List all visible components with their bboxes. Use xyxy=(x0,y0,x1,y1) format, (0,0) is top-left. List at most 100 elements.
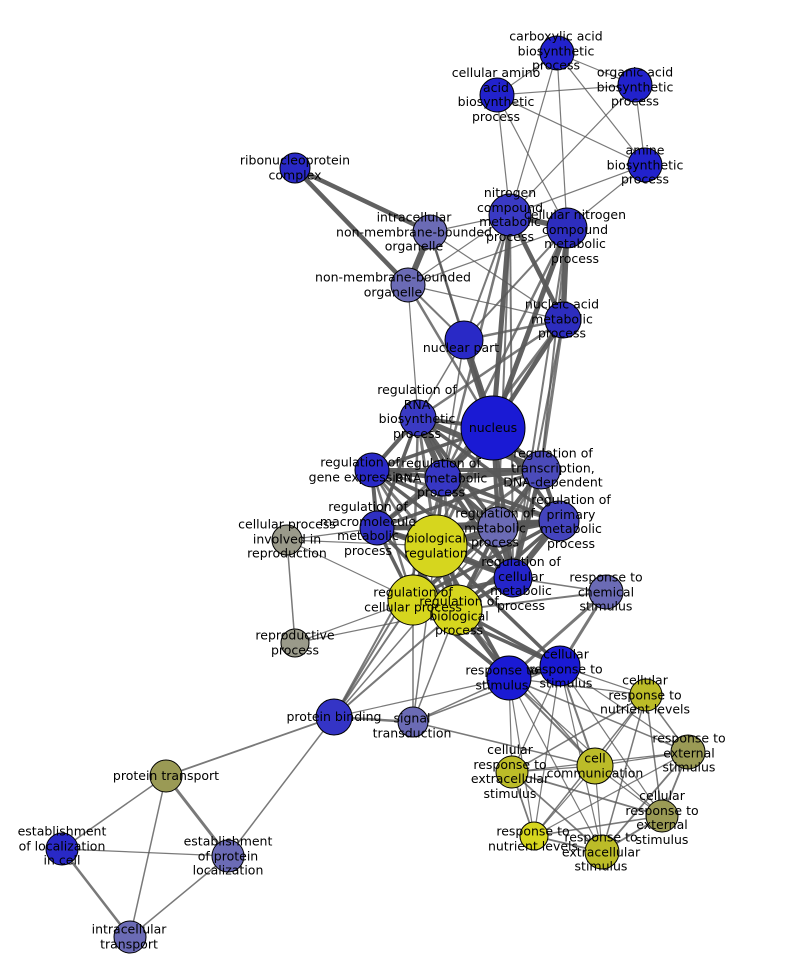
graph-edge xyxy=(533,815,663,837)
graph-node[interactable] xyxy=(493,558,533,598)
graph-node[interactable] xyxy=(645,799,679,833)
graph-node[interactable] xyxy=(424,459,462,497)
graph-edge xyxy=(411,417,420,601)
graph-node[interactable] xyxy=(387,574,439,626)
graph-edge xyxy=(512,319,564,579)
graph-edge xyxy=(508,677,663,817)
graph-node[interactable] xyxy=(271,524,303,556)
graph-edge xyxy=(508,677,689,753)
graph-node[interactable] xyxy=(627,147,663,183)
graph-node[interactable] xyxy=(149,759,183,793)
graph-node[interactable] xyxy=(584,834,620,870)
graph-edge xyxy=(508,677,535,837)
graph-edge xyxy=(559,665,689,753)
graph-node[interactable] xyxy=(315,698,353,736)
graph-edge xyxy=(533,751,689,837)
graph-edge xyxy=(412,519,560,602)
graph-node[interactable] xyxy=(211,839,245,873)
graph-edge xyxy=(509,164,646,216)
graph-edge xyxy=(556,52,568,229)
graph-node[interactable] xyxy=(539,645,581,687)
graph-edge xyxy=(490,214,513,429)
graph-edge xyxy=(129,775,167,938)
graph-node[interactable] xyxy=(390,267,426,303)
graph-edge xyxy=(412,721,596,767)
graph-node[interactable] xyxy=(460,395,526,461)
graph-edge xyxy=(294,165,431,235)
graph-edge xyxy=(61,848,229,857)
graph-edge xyxy=(539,319,565,471)
graph-node[interactable] xyxy=(488,193,532,237)
graph-edge xyxy=(601,751,689,853)
graph-node[interactable] xyxy=(280,628,310,658)
graph-node[interactable] xyxy=(279,152,311,184)
edges-layer xyxy=(61,52,689,938)
graph-node[interactable] xyxy=(479,77,515,113)
graph-edge xyxy=(61,848,131,938)
graph-edge xyxy=(376,468,542,530)
graph-edge xyxy=(556,52,646,166)
graph-edge xyxy=(407,227,568,286)
graph-node[interactable] xyxy=(397,706,429,738)
graph-node[interactable] xyxy=(538,500,580,542)
graph-edge xyxy=(512,227,568,579)
graph-edge xyxy=(509,52,558,216)
graph-edge xyxy=(511,771,663,817)
graph-edge xyxy=(129,855,229,938)
graph-node[interactable] xyxy=(113,920,147,954)
graph-edge xyxy=(511,694,647,773)
graph-node[interactable] xyxy=(544,301,582,339)
graph-edge xyxy=(333,677,510,718)
graph-edge xyxy=(333,545,437,718)
graph-node[interactable] xyxy=(539,35,575,71)
graph-node[interactable] xyxy=(521,450,561,490)
graph-edge xyxy=(165,716,335,777)
graph-node[interactable] xyxy=(45,832,79,866)
graph-node[interactable] xyxy=(617,67,653,103)
graph-edge xyxy=(533,665,561,837)
graph-edge xyxy=(333,609,458,718)
graph-node[interactable] xyxy=(444,320,484,360)
graph-edge xyxy=(227,716,335,857)
graph-node[interactable] xyxy=(404,514,468,578)
graph-edge xyxy=(559,665,663,817)
graph-edge xyxy=(293,166,410,287)
graph-edge xyxy=(429,231,564,321)
graph-edge xyxy=(164,775,230,857)
graph-edge xyxy=(496,94,568,229)
graph-edge xyxy=(511,771,603,853)
graph-edge xyxy=(407,284,564,321)
graph-node[interactable] xyxy=(477,506,519,548)
graph-node[interactable] xyxy=(354,452,390,488)
graph-node[interactable] xyxy=(359,510,395,546)
graph-edge xyxy=(371,468,560,523)
graph-edge xyxy=(601,694,647,853)
graph-node[interactable] xyxy=(412,214,448,250)
graph-edge xyxy=(509,84,636,216)
graph-node[interactable] xyxy=(576,747,614,785)
graph-edge xyxy=(463,227,568,341)
graph-edge xyxy=(508,677,603,853)
graph-edge xyxy=(286,539,296,644)
graph-node[interactable] xyxy=(519,821,549,851)
graph-edge xyxy=(496,94,646,166)
graph-edge xyxy=(540,227,568,471)
graph-edge xyxy=(333,427,494,718)
graph-node[interactable] xyxy=(486,655,532,701)
graph-node[interactable] xyxy=(629,678,663,712)
graph-edge xyxy=(417,318,564,420)
graph-node[interactable] xyxy=(546,207,588,249)
graph-node[interactable] xyxy=(495,755,529,789)
graph-node[interactable] xyxy=(431,584,483,636)
graph-edge xyxy=(508,677,647,696)
graph-edge xyxy=(61,775,167,850)
graph-node[interactable] xyxy=(399,399,437,437)
graph-edge xyxy=(496,84,636,96)
graph-edge xyxy=(371,468,499,529)
graph-edge xyxy=(412,665,561,723)
graph-node[interactable] xyxy=(588,574,624,610)
graph-node[interactable] xyxy=(670,734,706,770)
graph-edge xyxy=(463,214,511,341)
